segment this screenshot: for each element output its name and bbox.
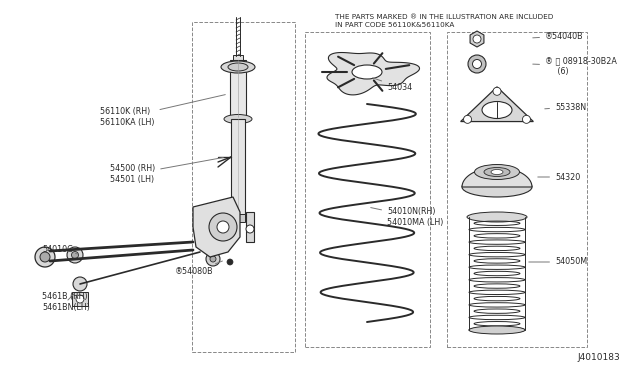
Ellipse shape xyxy=(484,167,510,176)
Circle shape xyxy=(222,225,230,233)
Text: J4010183: J4010183 xyxy=(577,353,620,362)
Polygon shape xyxy=(193,197,240,257)
Circle shape xyxy=(522,115,531,124)
Text: THE PARTS MARKED ® IN THE ILLUSTRATION ARE INCLUDED
IN PART CODE 56110K&56110KA: THE PARTS MARKED ® IN THE ILLUSTRATION A… xyxy=(335,14,554,28)
Bar xyxy=(447,32,587,347)
Circle shape xyxy=(493,87,501,95)
Text: 54034: 54034 xyxy=(372,78,412,92)
Text: 5461B (RH)
5461BN(LH): 5461B (RH) 5461BN(LH) xyxy=(42,292,90,312)
Ellipse shape xyxy=(482,102,512,119)
Polygon shape xyxy=(462,167,532,187)
Text: 54320: 54320 xyxy=(538,173,580,182)
Circle shape xyxy=(468,55,486,73)
Ellipse shape xyxy=(228,63,248,71)
Polygon shape xyxy=(327,52,419,95)
Ellipse shape xyxy=(491,170,503,174)
Circle shape xyxy=(246,225,254,233)
Circle shape xyxy=(76,295,84,303)
Bar xyxy=(230,60,246,117)
Circle shape xyxy=(72,251,79,259)
Text: ® Ⓝ 08918-30B2A
     (6): ® Ⓝ 08918-30B2A (6) xyxy=(532,56,617,76)
Ellipse shape xyxy=(352,65,382,79)
Ellipse shape xyxy=(467,212,527,222)
Ellipse shape xyxy=(224,115,252,124)
Circle shape xyxy=(35,247,55,267)
Ellipse shape xyxy=(469,326,525,334)
Text: 54500 (RH)
54501 (LH): 54500 (RH) 54501 (LH) xyxy=(110,157,223,184)
Circle shape xyxy=(206,252,220,266)
Bar xyxy=(233,55,243,60)
Circle shape xyxy=(227,259,233,265)
Circle shape xyxy=(472,60,481,68)
Text: 54010N(RH)
54010MA (LH): 54010N(RH) 54010MA (LH) xyxy=(371,207,444,227)
Circle shape xyxy=(463,115,472,124)
Ellipse shape xyxy=(474,164,520,180)
Text: 56110K (RH)
56110KA (LH): 56110K (RH) 56110KA (LH) xyxy=(100,94,225,127)
Text: ®54080B: ®54080B xyxy=(175,261,223,276)
Circle shape xyxy=(473,35,481,43)
Circle shape xyxy=(209,213,237,241)
Text: 54010C: 54010C xyxy=(42,246,78,254)
Bar xyxy=(192,22,295,352)
Bar xyxy=(231,214,245,222)
Bar xyxy=(72,292,88,306)
Text: 54050M: 54050M xyxy=(529,257,587,266)
Ellipse shape xyxy=(462,177,532,197)
Ellipse shape xyxy=(221,61,255,73)
Bar xyxy=(222,212,230,242)
Circle shape xyxy=(217,221,229,233)
Polygon shape xyxy=(461,87,533,122)
Circle shape xyxy=(210,256,216,262)
Polygon shape xyxy=(470,31,484,47)
Circle shape xyxy=(73,277,87,291)
Bar xyxy=(246,212,254,242)
Bar xyxy=(305,32,430,347)
Bar xyxy=(231,119,245,217)
Circle shape xyxy=(40,252,50,262)
Text: 55338N: 55338N xyxy=(545,103,586,112)
Circle shape xyxy=(67,247,83,263)
Text: ®54040B: ®54040B xyxy=(532,32,584,41)
